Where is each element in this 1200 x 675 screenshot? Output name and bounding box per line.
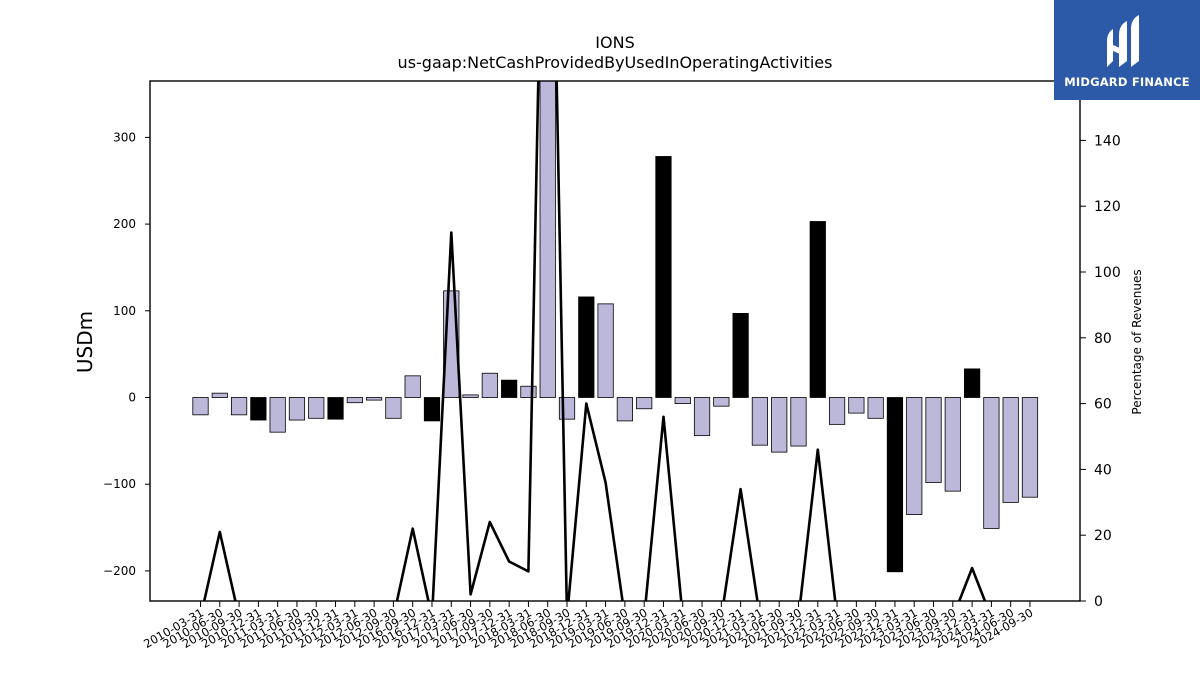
brand-logo: MIDGARD FINANCE	[1054, 0, 1200, 100]
y-tick-label: 200	[113, 217, 136, 231]
percentage-line	[202, 81, 987, 601]
chart-subtitle: us-gaap:NetCashProvidedByUsedInOperating…	[398, 53, 833, 72]
y2-tick-label: 20	[1094, 528, 1112, 544]
bar-2023-03-31	[906, 397, 923, 515]
bar-2018-03-31	[520, 385, 537, 398]
bar-2022-09-30	[867, 397, 884, 419]
bar-2012-06-30	[366, 397, 383, 401]
y2-tick-label: 60	[1094, 397, 1112, 413]
y2-tick-label: 80	[1094, 331, 1112, 347]
bar-2016-12-31	[423, 397, 441, 422]
bar-2022-12-31	[886, 397, 904, 573]
y2-axis-label: Percentage of Revenues	[1130, 269, 1144, 414]
y-tick-label: 100	[113, 304, 136, 318]
bar-2021-09-30	[790, 397, 807, 447]
brand-name: MIDGARD FINANCE	[1064, 75, 1190, 89]
bar-2016-09-30	[404, 375, 421, 398]
bar-2021-06-30	[771, 397, 788, 453]
bar-2019-09-30	[636, 397, 653, 410]
percentage-line-series	[202, 81, 987, 601]
bar-2020-03-31	[674, 397, 691, 404]
y2-tick-label: 100	[1094, 265, 1121, 281]
bar-2022-03-31	[828, 397, 846, 425]
bar-2024-09-30	[1021, 397, 1039, 498]
y-tick-label: −100	[103, 477, 136, 491]
bar-2011-06-30	[288, 397, 306, 421]
bar-2019-12-31	[655, 156, 672, 398]
y2-tick-label: 120	[1094, 199, 1121, 215]
bar-2019-03-31	[597, 303, 614, 398]
y2-tick-label: 140	[1094, 133, 1121, 149]
bar-2010-12-31	[250, 397, 267, 421]
midgard-logo-icon	[1107, 15, 1139, 67]
bar-2010-09-30	[230, 397, 248, 416]
bar-2017-06-30	[462, 394, 479, 398]
bar-2011-12-31	[327, 397, 344, 420]
y-axis-label: USDm	[73, 311, 97, 373]
bar-2010-03-31	[192, 397, 209, 416]
bar-2021-12-31	[809, 221, 826, 398]
bar-series	[192, 81, 1039, 573]
y2-tick-label: 0	[1094, 594, 1103, 610]
bar-2020-06-30	[693, 397, 711, 437]
bar-2011-09-30	[308, 397, 325, 419]
bar-2023-09-30	[944, 397, 961, 492]
y2-tick-label: 40	[1094, 462, 1112, 478]
chart-title: IONS	[595, 33, 634, 52]
bar-2024-06-30	[1002, 397, 1019, 503]
bar-2012-09-30	[385, 397, 402, 419]
y-tick-label: 0	[128, 391, 136, 405]
bar-2017-09-30	[481, 372, 498, 398]
bar-2020-12-31	[732, 313, 749, 398]
bar-2012-03-31	[346, 397, 363, 404]
bar-2010-06-30	[211, 392, 228, 398]
bar-2011-03-31	[269, 397, 286, 433]
y-tick-label: 300	[113, 130, 136, 144]
plot-frame	[149, 80, 1081, 602]
bar-2024-03-31	[983, 397, 1000, 529]
y-tick-label: −200	[103, 564, 136, 578]
bar-2018-12-31	[578, 296, 595, 398]
bar-2019-06-30	[616, 397, 633, 422]
bar-2023-06-30	[925, 397, 942, 483]
bar-2021-03-31	[751, 397, 769, 446]
bar-2020-09-30	[713, 397, 730, 407]
bar-2022-06-30	[848, 397, 865, 414]
bar-2017-12-31	[501, 379, 518, 398]
axes: −200−10001002003000204060801001201402010…	[103, 80, 1121, 651]
bar-2018-06-30	[539, 81, 556, 398]
bar-2023-12-31	[964, 368, 981, 398]
